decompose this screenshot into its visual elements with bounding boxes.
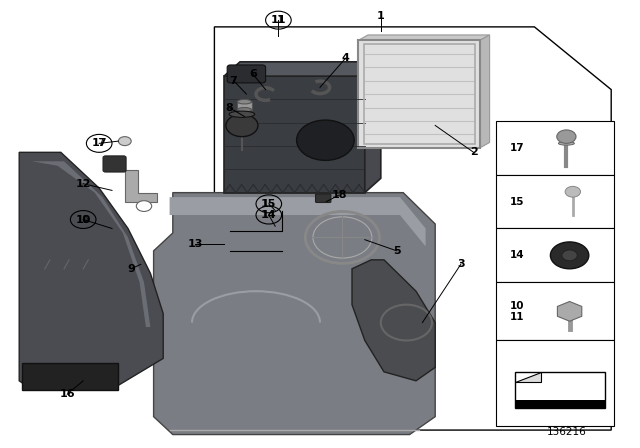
Text: 13: 13 [188,239,203,249]
Circle shape [565,186,580,197]
Bar [364,44,475,144]
Text: 14: 14 [261,210,276,220]
Text: 10
11: 10 11 [510,301,525,322]
Polygon shape [125,170,157,202]
Text: 17: 17 [92,138,107,148]
Ellipse shape [229,111,255,117]
Text: 9: 9 [127,264,135,274]
Circle shape [226,114,258,137]
Text: 14: 14 [510,250,525,260]
Polygon shape [365,62,381,193]
Polygon shape [515,372,541,382]
Text: 15: 15 [510,197,525,207]
Circle shape [562,250,577,261]
Ellipse shape [558,142,575,145]
Bar [496,282,614,340]
Text: 1: 1 [377,11,385,21]
Text: 15: 15 [261,199,276,209]
Text: 11: 11 [271,15,286,25]
Text: 14: 14 [262,210,275,220]
Bar [515,400,605,408]
Polygon shape [170,197,426,246]
Bar [496,228,614,282]
Polygon shape [32,161,150,327]
Bar [224,76,365,193]
FancyBboxPatch shape [227,65,266,83]
Text: 17: 17 [93,138,106,148]
Polygon shape [480,35,490,148]
Text: 2: 2 [470,147,477,157]
Text: 15: 15 [262,199,275,209]
Text: 12: 12 [76,179,91,189]
Circle shape [118,137,131,146]
Polygon shape [19,152,163,390]
Circle shape [296,120,354,160]
Polygon shape [224,62,381,76]
Polygon shape [352,260,435,381]
Text: 11: 11 [272,15,285,25]
Polygon shape [214,27,611,430]
Ellipse shape [237,108,252,112]
Polygon shape [557,302,582,321]
FancyBboxPatch shape [103,156,126,172]
Bar [496,175,614,228]
Text: 136216: 136216 [547,427,586,437]
Bar [496,121,614,175]
Bar [22,363,118,390]
FancyBboxPatch shape [316,194,331,202]
Circle shape [136,201,152,211]
Text: 17: 17 [510,143,525,153]
Polygon shape [154,193,435,435]
Text: 6: 6 [249,69,257,79]
Text: 3: 3 [457,259,465,269]
Polygon shape [358,35,490,40]
Text: 16: 16 [60,389,75,399]
Ellipse shape [237,99,252,104]
Text: 18: 18 [332,190,347,200]
Text: 7: 7 [230,76,237,86]
Text: 10: 10 [77,215,90,224]
Circle shape [550,242,589,269]
Text: 5: 5 [393,246,401,256]
Circle shape [557,130,576,143]
Bar [515,372,605,408]
Bar [237,102,252,110]
Text: 10: 10 [76,215,91,224]
Text: 4: 4 [342,53,349,63]
Text: 8: 8 [225,103,233,112]
Bar [496,340,614,426]
Bar [358,40,480,148]
